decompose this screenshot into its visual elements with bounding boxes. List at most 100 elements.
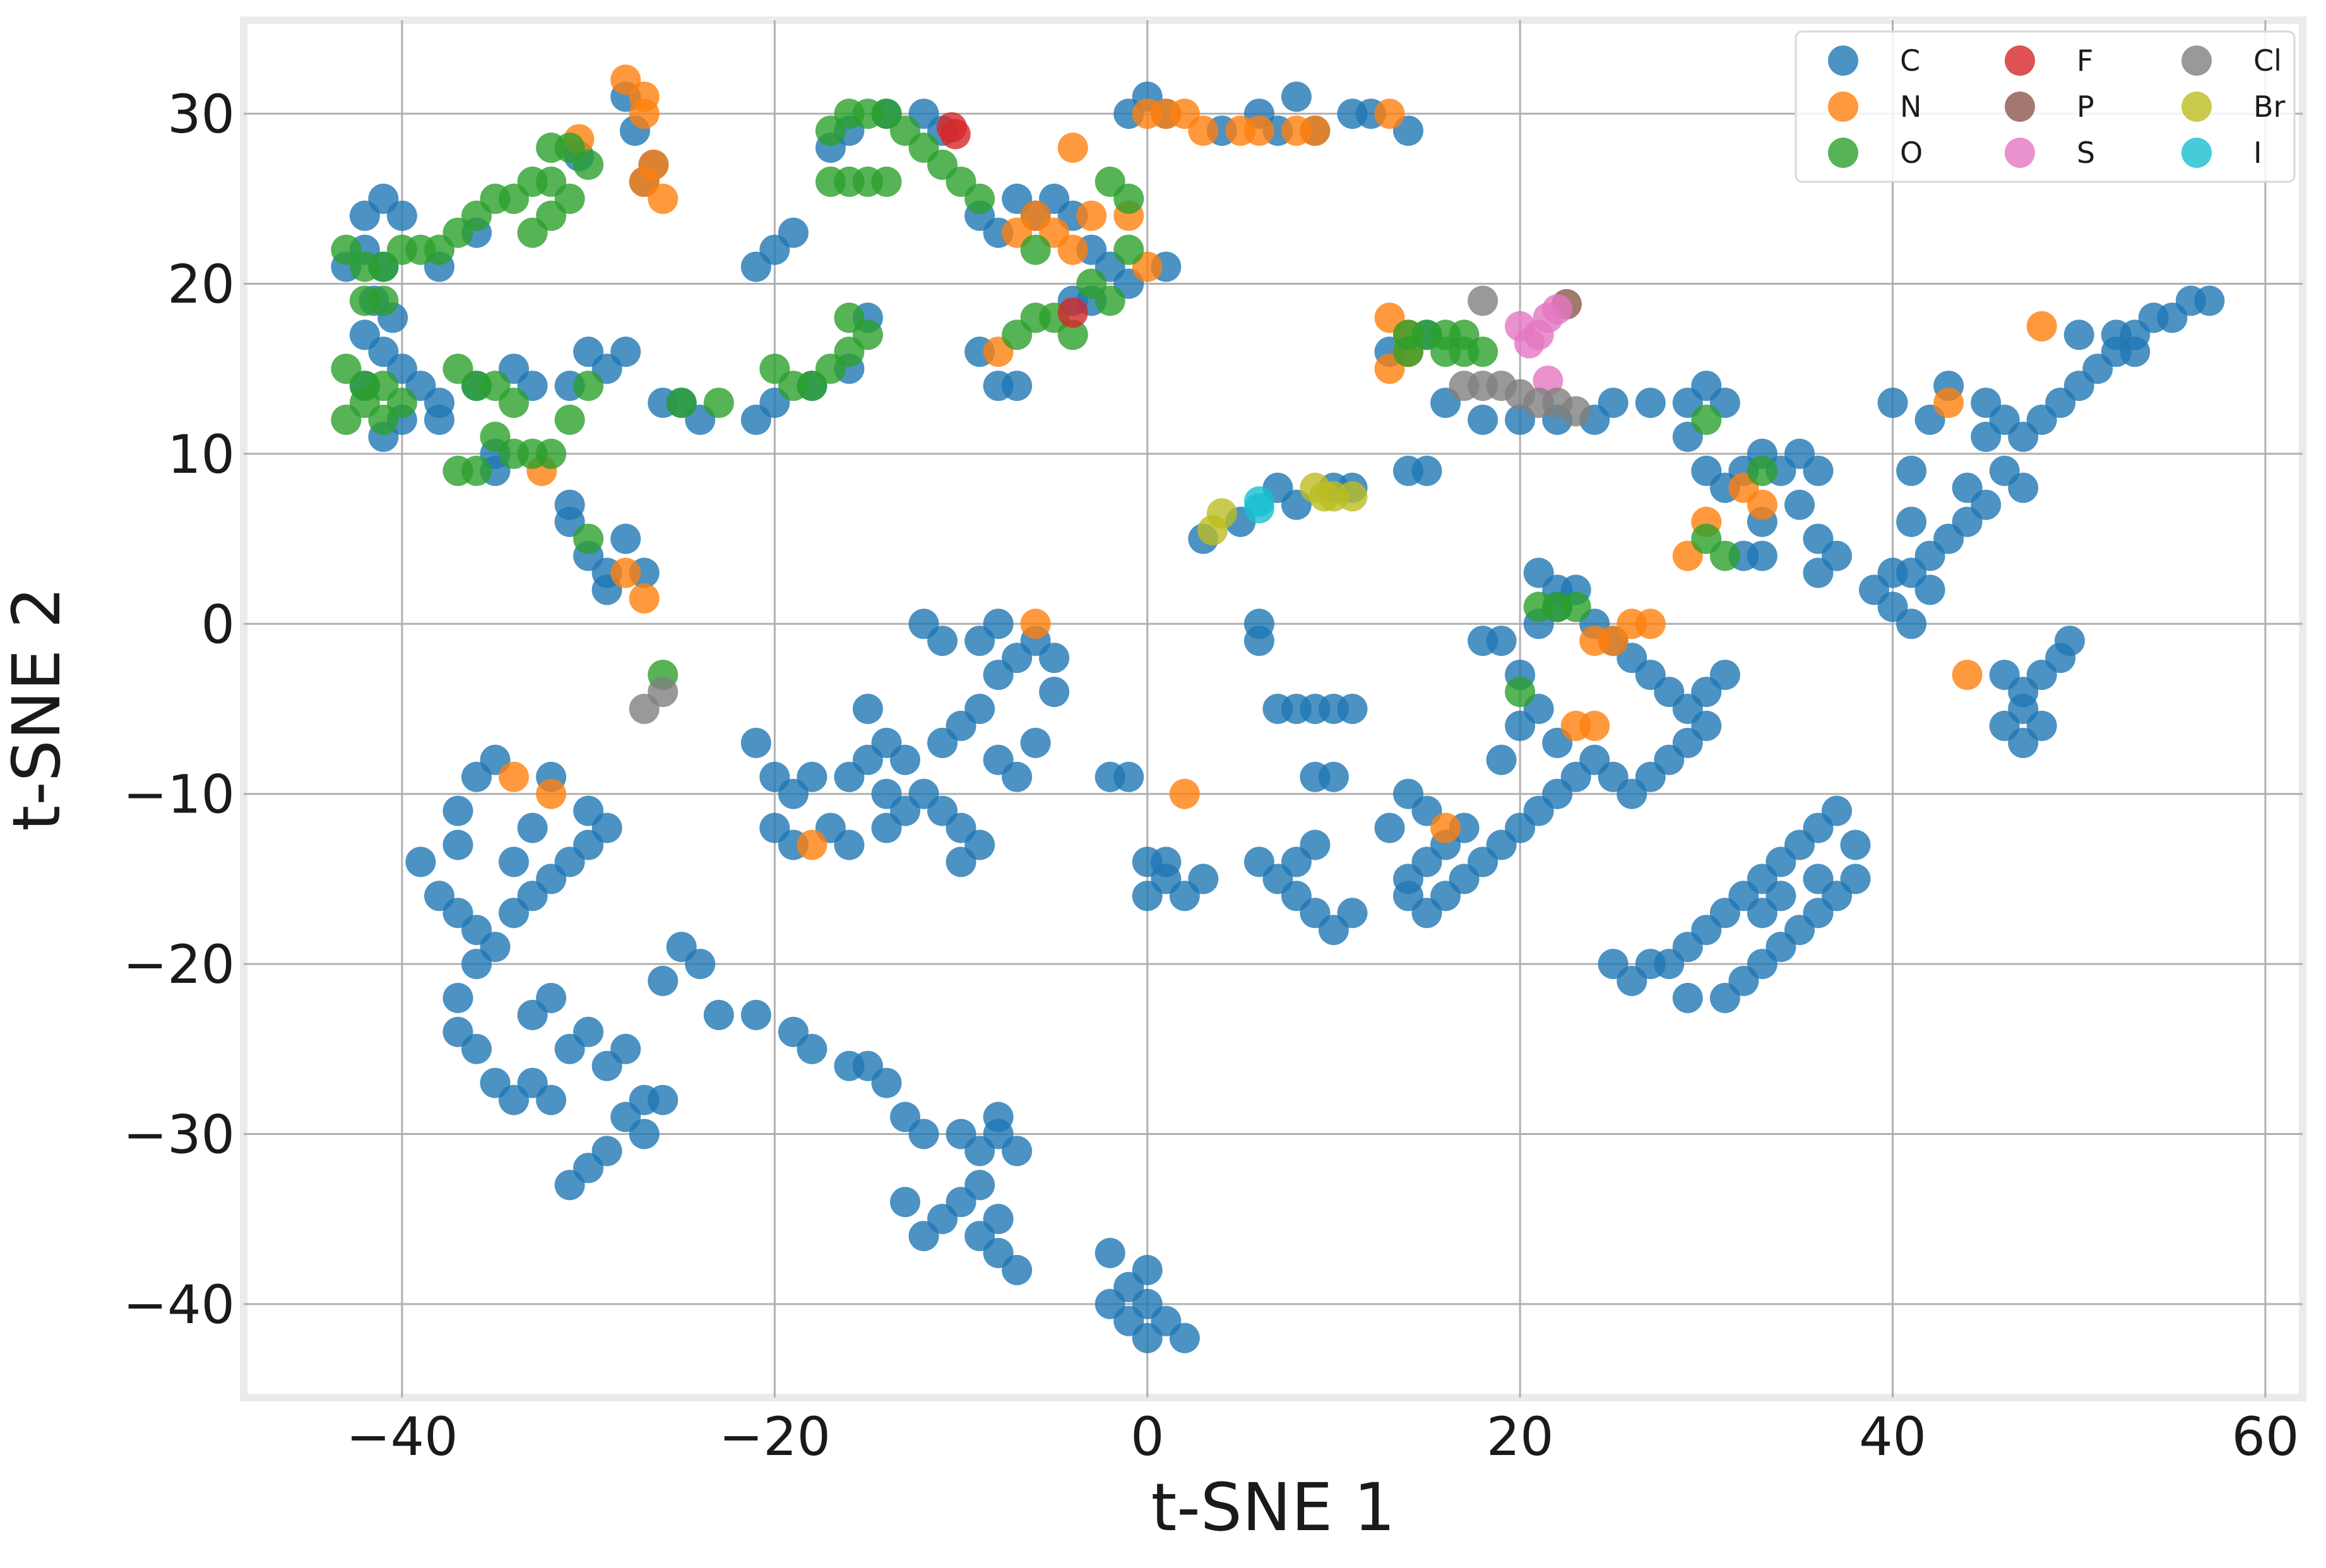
point-n — [629, 583, 660, 614]
point-o — [1468, 336, 1498, 367]
point-c — [2120, 336, 2151, 367]
legend-label-p: P — [2077, 90, 2094, 124]
point-cl — [1560, 396, 1591, 427]
point-o — [573, 371, 604, 401]
point-c — [871, 812, 902, 843]
point-c — [1169, 1322, 1200, 1353]
point-c — [1822, 795, 1852, 826]
point-c — [610, 1033, 641, 1064]
point-c — [499, 846, 529, 877]
x-tick-label: 0 — [1130, 1406, 1164, 1468]
point-c — [648, 966, 679, 996]
point-c — [1095, 1288, 1125, 1319]
point-o — [1393, 336, 1423, 367]
point-c — [834, 829, 865, 860]
point-n — [1243, 116, 1274, 146]
point-c — [1337, 898, 1368, 929]
point-f — [940, 119, 971, 150]
point-n — [1076, 200, 1107, 231]
point-o — [536, 438, 567, 469]
point-c — [2008, 727, 2039, 758]
point-c — [1300, 829, 1331, 860]
point-o — [442, 455, 473, 486]
point-c — [1002, 761, 1033, 792]
point-c — [703, 999, 734, 1030]
point-c — [1002, 371, 1033, 401]
point-c — [1243, 626, 1274, 656]
point-n — [536, 778, 567, 809]
point-n — [1020, 609, 1051, 639]
point-c — [908, 1119, 939, 1149]
point-c — [1039, 643, 1070, 674]
point-c — [1002, 1136, 1033, 1167]
point-o — [1747, 455, 1777, 486]
point-c — [573, 1016, 604, 1047]
point-c — [442, 983, 473, 1013]
point-n — [2026, 311, 2057, 342]
y-axis-ticks: −40 −30 −20 −10 0 10 20 30 — [123, 83, 235, 1336]
point-c — [1672, 983, 1703, 1013]
point-c — [983, 1102, 1014, 1132]
point-o — [834, 302, 865, 333]
point-c — [1709, 983, 1740, 1013]
y-tick-label: 20 — [167, 254, 235, 316]
point-c — [517, 999, 548, 1030]
x-tick-label: −40 — [346, 1406, 458, 1468]
point-c — [740, 405, 771, 435]
grid-lines — [244, 20, 2303, 1398]
point-n — [610, 557, 641, 588]
point-c — [1914, 574, 1945, 605]
point-o — [517, 217, 548, 248]
point-c — [1095, 1238, 1125, 1268]
x-tick-label: 40 — [1859, 1406, 1926, 1468]
legend-label-o: O — [1900, 136, 1923, 170]
point-c — [629, 1119, 660, 1149]
point-o — [499, 388, 529, 419]
point-c — [1840, 829, 1871, 860]
legend-marker-o — [1828, 138, 1858, 168]
point-s — [1514, 328, 1545, 359]
legend-marker-p — [2005, 92, 2035, 122]
point-c — [1803, 557, 1834, 588]
point-o — [1095, 166, 1125, 197]
point-c — [797, 1033, 828, 1064]
point-c — [1039, 677, 1070, 708]
y-tick-label: −30 — [123, 1103, 235, 1165]
legend: CNO FPS Cl Br I — [1795, 30, 2296, 183]
point-c — [461, 1033, 492, 1064]
point-c — [908, 1221, 939, 1252]
legend-label-n: N — [1900, 90, 1921, 124]
point-n — [1374, 98, 1405, 129]
legend-box — [1795, 30, 2296, 183]
y-tick-label: −20 — [123, 934, 235, 995]
point-n — [1747, 489, 1777, 520]
legend-label-c: C — [1900, 44, 1920, 78]
point-n — [797, 829, 828, 860]
point-c — [1151, 846, 1182, 877]
legend-marker-br — [2181, 92, 2212, 122]
point-c — [927, 727, 958, 758]
point-c — [1132, 1255, 1163, 1285]
point-c — [740, 727, 771, 758]
point-o — [1709, 540, 1740, 571]
point-c — [2194, 285, 2225, 316]
point-c — [424, 405, 454, 435]
point-br — [1337, 481, 1368, 512]
legend-entries: CNO FPS Cl Br I — [1828, 44, 2286, 170]
legend-marker-i — [2181, 138, 2212, 168]
point-c — [1113, 761, 1144, 792]
point-i — [1243, 493, 1274, 524]
y-tick-label: 30 — [167, 83, 235, 145]
point-cl — [1468, 285, 1498, 316]
point-c — [759, 761, 790, 792]
y-tick-label: −40 — [123, 1274, 235, 1336]
x-axis-label: t-SNE 1 — [1151, 1469, 1395, 1546]
point-o — [1113, 234, 1144, 265]
point-c — [517, 812, 548, 843]
point-c — [1896, 455, 1927, 486]
point-c — [1468, 626, 1498, 656]
point-o — [1020, 234, 1051, 265]
point-n — [629, 98, 660, 129]
point-br — [1309, 481, 1340, 512]
